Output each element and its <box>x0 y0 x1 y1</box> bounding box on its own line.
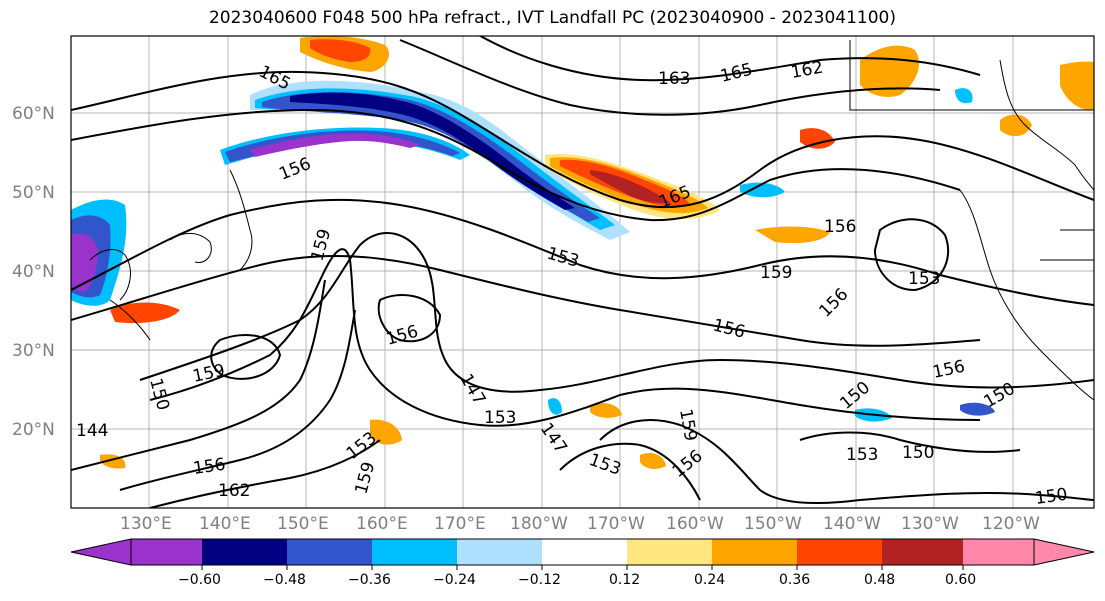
colorbar-tick-label: 0.12 <box>609 572 641 588</box>
contour-label: 159 <box>760 263 792 283</box>
contour-label: 156 <box>669 446 707 482</box>
contour-label: 153 <box>908 269 940 289</box>
contour-label: 159 <box>191 361 227 387</box>
colorbar-tick-label: 0.36 <box>779 572 811 588</box>
contour-label: 147 <box>456 371 490 409</box>
contour-label: 150 <box>836 378 874 414</box>
lat-label-50n: 50°N <box>12 183 55 203</box>
shaded-anomalies <box>71 36 1094 469</box>
contour-label: 163 <box>658 69 690 89</box>
lon-label-150e: 150°E <box>277 514 329 534</box>
colorbar <box>70 538 1095 570</box>
contour-label: 150 <box>902 443 934 463</box>
lat-label-30n: 30°N <box>12 341 55 361</box>
contour-label: 156 <box>192 455 227 479</box>
contour-labels: 165 163 165 162 156 165 159 156 153 159 … <box>76 58 1069 509</box>
colorbar-tick-label: −0.36 <box>348 572 391 588</box>
lon-label-160e: 160°E <box>356 514 408 534</box>
lon-label-170e: 170°E <box>434 514 486 534</box>
lon-label-120w: 120°W <box>982 514 1040 534</box>
map-frame <box>70 35 1095 509</box>
colorbar-tick-label: −0.24 <box>433 572 476 588</box>
lon-label-130w: 130°W <box>901 514 959 534</box>
coastlines <box>89 40 1094 401</box>
colorbar-tick-label: −0.12 <box>518 572 561 588</box>
lon-label-150w: 150°W <box>744 514 802 534</box>
colorbar-tick-label: −0.48 <box>263 572 306 588</box>
contour-label: 159 <box>352 460 380 497</box>
contour-label: 162 <box>789 58 824 83</box>
lon-label-170w: 170°W <box>587 514 645 534</box>
lon-label-140e: 140°E <box>199 514 251 534</box>
lat-lon-grid <box>71 36 1094 508</box>
colorbar-tick-label: 0.60 <box>945 572 977 588</box>
contour-label: 156 <box>711 315 747 342</box>
contour-label: 159 <box>675 407 700 442</box>
contour-label: 162 <box>218 481 250 501</box>
lat-label-40n: 40°N <box>12 262 55 282</box>
lon-label-130e: 130°E <box>120 514 172 534</box>
colorbar-tick-label: −0.60 <box>178 572 221 588</box>
colorbar-tick-label: 0.48 <box>864 572 896 588</box>
contour-label: 153 <box>586 450 623 480</box>
contour-label: 165 <box>718 60 754 87</box>
colorbar-tick-label: 0.24 <box>694 572 726 588</box>
lat-label-60n: 60°N <box>12 104 55 124</box>
contour-label: 153 <box>846 445 878 465</box>
contour-label: 156 <box>931 357 967 383</box>
lon-label-140w: 140°W <box>823 514 881 534</box>
contour-label: 156 <box>276 154 314 185</box>
contour-label: 147 <box>536 419 571 457</box>
lon-label-160w: 160°W <box>666 514 724 534</box>
contour-label: 153 <box>545 244 582 272</box>
contour-label: 150 <box>1034 485 1069 509</box>
map-area: 165 163 165 162 156 165 159 156 153 159 … <box>71 36 1094 509</box>
contour-label: 153 <box>484 408 516 428</box>
lat-label-20n: 20°N <box>12 420 55 440</box>
geopotential-contours <box>71 36 1094 508</box>
lon-label-180w: 180°W <box>510 514 568 534</box>
contour-label: 144 <box>76 421 108 441</box>
map-title: 2023040600 F048 500 hPa refract., IVT La… <box>208 8 896 28</box>
contour-label: 156 <box>384 322 421 350</box>
contour-label: 156 <box>815 284 852 321</box>
contour-label: 156 <box>824 217 856 237</box>
